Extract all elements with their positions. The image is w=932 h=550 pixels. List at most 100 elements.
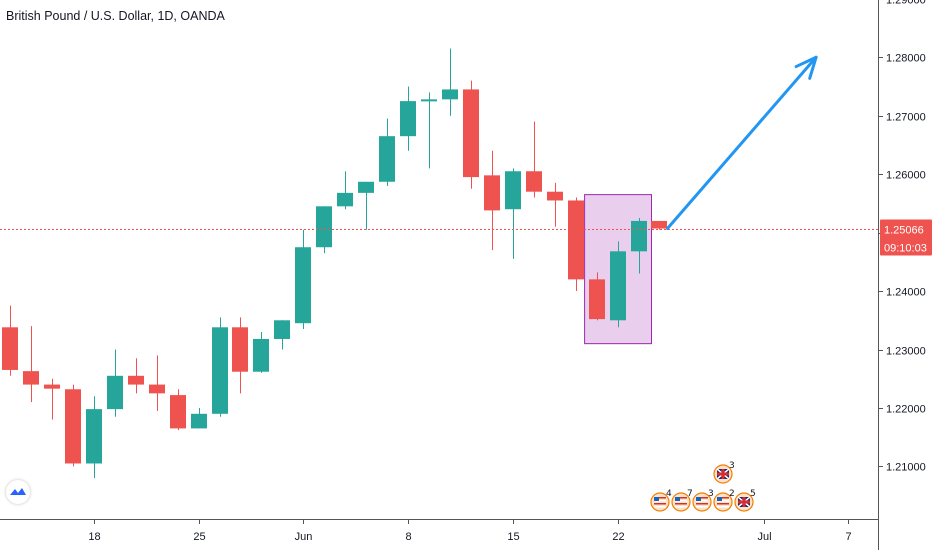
bar-countdown: 09:10:03 (884, 243, 927, 255)
candle-body-down (65, 389, 81, 464)
price-tick-label: 1.22000 (886, 404, 926, 416)
candle (379, 118, 395, 186)
uk-flag-icon[interactable] (713, 464, 733, 484)
price-label-group: 1.25066 09:10:03 (880, 219, 932, 256)
candle-body-up (316, 206, 332, 248)
flag-stripe (717, 503, 729, 505)
flag-stripe (654, 497, 666, 499)
current-price-value: 1.25066 (884, 225, 924, 237)
candle-body-up (274, 320, 290, 339)
candle-body-up (212, 327, 228, 414)
candle-body-down (568, 200, 584, 280)
candle-body-down (128, 375, 144, 385)
trend-arrow[interactable] (665, 55, 818, 231)
flag-stripe (675, 506, 687, 508)
candle (274, 320, 290, 350)
flag-stripe (717, 497, 729, 499)
candle-body-down (463, 89, 479, 178)
candle-body-up (337, 192, 353, 207)
candle (65, 384, 81, 467)
candle (2, 305, 18, 376)
candle-body-down (149, 384, 165, 394)
candle (44, 378, 60, 420)
candle (107, 349, 123, 417)
candle (86, 396, 102, 479)
candle-body-up (191, 413, 207, 429)
event-count: 3 (708, 489, 714, 499)
candle-body-down (526, 171, 542, 192)
price-tick-label: 1.23000 (886, 346, 926, 358)
time-tick-label: 7 (845, 531, 851, 543)
event-count: 2 (729, 489, 735, 499)
candle-body-up (505, 171, 521, 210)
event-count: 7 (687, 489, 693, 499)
uk-flag-icon[interactable] (734, 492, 754, 512)
candle-body-down (651, 220, 667, 229)
candle (421, 92, 437, 169)
candle (212, 317, 228, 417)
candle-body-down (484, 175, 500, 211)
event-count: 4 (666, 489, 672, 499)
candle-body-up (442, 89, 458, 100)
candle-body-up (86, 409, 102, 464)
candle (631, 218, 647, 274)
candle (149, 355, 165, 411)
candle-body-up (253, 338, 269, 372)
time-tick-label: Jul (757, 531, 771, 543)
price-axis[interactable]: 1.210001.220001.230001.240001.250001.260… (879, 0, 926, 474)
candle (232, 317, 248, 394)
time-tick-label: 22 (612, 531, 624, 543)
flag-stripe (696, 497, 708, 499)
candle (442, 48, 458, 116)
candle (337, 171, 353, 210)
time-axis[interactable]: 18 25 Jun 8 15 22 Jul 7 (88, 519, 852, 543)
flag-canton (654, 497, 659, 501)
us-flag-icon[interactable] (692, 492, 712, 512)
flag-stripe (654, 500, 666, 502)
time-tick-label: 25 (193, 531, 205, 543)
flag-stripe (717, 500, 729, 502)
candle (505, 168, 521, 259)
event-count: 3 (729, 461, 735, 471)
price-tick-label: 1.21000 (886, 462, 926, 474)
us-flag-icon[interactable] (713, 492, 733, 512)
candle (651, 220, 667, 230)
flag-canton (696, 497, 701, 501)
candle (589, 272, 605, 321)
candles-layer (2, 48, 667, 479)
candle (170, 389, 186, 431)
candle-body-up (358, 181, 374, 193)
candle (526, 121, 542, 198)
candle-body-up (107, 375, 123, 410)
flag-stripe (696, 500, 708, 502)
current-price-badge (880, 219, 932, 256)
price-tick-label: 1.24000 (886, 287, 926, 299)
price-tick-label: 1.29000 (886, 0, 926, 7)
candle-body-down (23, 371, 39, 385)
candle (484, 150, 500, 251)
candle-body-up (421, 99, 437, 102)
economic-events[interactable]: 4 7 3 2 5 3 (650, 461, 756, 512)
candle-body-up (610, 251, 626, 321)
candle-body-down (2, 327, 18, 370)
symbol-title[interactable]: British Pound / U.S. Dollar, 1D, OANDA (6, 9, 225, 23)
us-flag-icon[interactable] (650, 492, 670, 512)
candle-body-down (170, 395, 186, 429)
candle-body-down (547, 191, 563, 201)
time-tick-label: 15 (507, 531, 519, 543)
candle-body-down (44, 384, 60, 389)
price-tick-label: 1.27000 (886, 112, 926, 124)
flag-stripe (696, 506, 708, 508)
candle (253, 331, 269, 373)
flag-stripe (675, 497, 687, 499)
candle (568, 197, 584, 292)
price-tick-label: 1.26000 (886, 170, 926, 182)
tradingview-logo-icon[interactable] (6, 480, 30, 504)
candle-body-up (631, 220, 647, 252)
flag-stripe (654, 503, 666, 505)
flag-stripe (654, 506, 666, 508)
flag-canton (717, 497, 722, 501)
us-flag-icon[interactable] (671, 492, 691, 512)
candle-body-up (379, 136, 395, 182)
